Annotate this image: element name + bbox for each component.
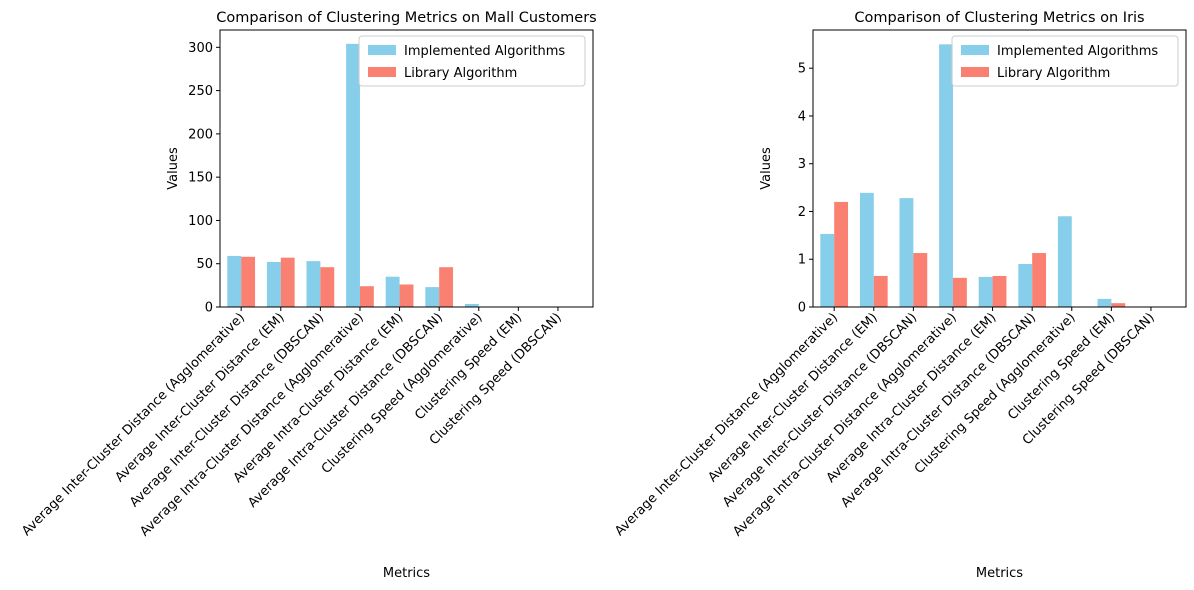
plot-frame: [812, 29, 1187, 308]
legend-label: Implemented Algorithms: [997, 44, 1158, 59]
bar-library: [1032, 253, 1047, 307]
bar-library: [1111, 303, 1126, 307]
bar-library: [992, 275, 1007, 307]
bar-library: [280, 257, 295, 307]
bar-implemented: [820, 233, 835, 307]
x-axis-label: Metrics: [976, 566, 1023, 581]
bar-implemented: [978, 276, 993, 307]
bar-library: [241, 256, 256, 307]
y-tick-label: 5: [798, 62, 806, 77]
y-tick-label: 150: [188, 171, 213, 186]
bar-library: [439, 267, 454, 307]
legend-swatch: [368, 45, 396, 55]
y-tick-label: 1: [798, 253, 806, 268]
legend-box: [358, 35, 586, 87]
legend-box: [951, 35, 1179, 87]
y-tick-label: 50: [196, 257, 213, 272]
y-tick-label: 200: [188, 127, 213, 142]
bar-implemented: [859, 192, 874, 307]
bar-implemented: [266, 261, 281, 307]
y-tick-label: 4: [798, 109, 806, 124]
legend-swatch: [961, 67, 989, 77]
bar-library: [399, 284, 414, 307]
bar-library: [952, 277, 967, 307]
chart-title: Comparison of Clustering Metrics on Iris: [854, 10, 1144, 26]
bar-library: [359, 286, 374, 307]
bar-implemented: [306, 261, 321, 307]
bar-implemented: [346, 43, 360, 307]
x-axis-label: Metrics: [383, 566, 430, 581]
legend: Implemented Algorithms Library Algorithm: [358, 35, 586, 87]
y-tick-label: 0: [798, 301, 806, 316]
bar-implemented: [1018, 264, 1033, 307]
bar-implemented: [899, 198, 914, 307]
y-tick-label: 0: [205, 301, 213, 316]
y-tick-label: 3: [798, 157, 806, 172]
chart-iris: Comparison of Clustering Metrics on Iris…: [612, 10, 1187, 581]
bar-implemented: [425, 287, 440, 307]
plot-frame: [219, 29, 594, 308]
y-tick-label: 250: [188, 84, 213, 99]
bar-implemented: [385, 276, 400, 307]
bar-implemented: [227, 255, 242, 307]
chart-title: Comparison of Clustering Metrics on Mall…: [216, 10, 596, 26]
bar-implemented: [1097, 298, 1112, 307]
y-tick-label: 300: [188, 41, 213, 56]
legend-label: Library Algorithm: [997, 66, 1110, 81]
bar-library: [873, 275, 888, 307]
legend-label: Library Algorithm: [404, 66, 517, 81]
legend: Implemented Algorithms Library Algorithm: [951, 35, 1179, 87]
y-tick-label: 2: [798, 205, 806, 220]
y-tick-label: 100: [188, 214, 213, 229]
chart-mall-customers: Comparison of Clustering Metrics on Mall…: [19, 10, 597, 581]
bar-library: [320, 267, 335, 307]
bar-library: [834, 201, 849, 307]
legend-swatch: [368, 67, 396, 77]
y-axis-label: Values: [166, 147, 181, 190]
legend-label: Implemented Algorithms: [404, 44, 565, 59]
bar-implemented: [939, 44, 953, 308]
bar-library: [913, 253, 928, 307]
y-axis-label: Values: [759, 147, 774, 190]
bar-implemented: [464, 303, 479, 307]
bar-implemented: [1057, 216, 1072, 307]
legend-swatch: [961, 45, 989, 55]
